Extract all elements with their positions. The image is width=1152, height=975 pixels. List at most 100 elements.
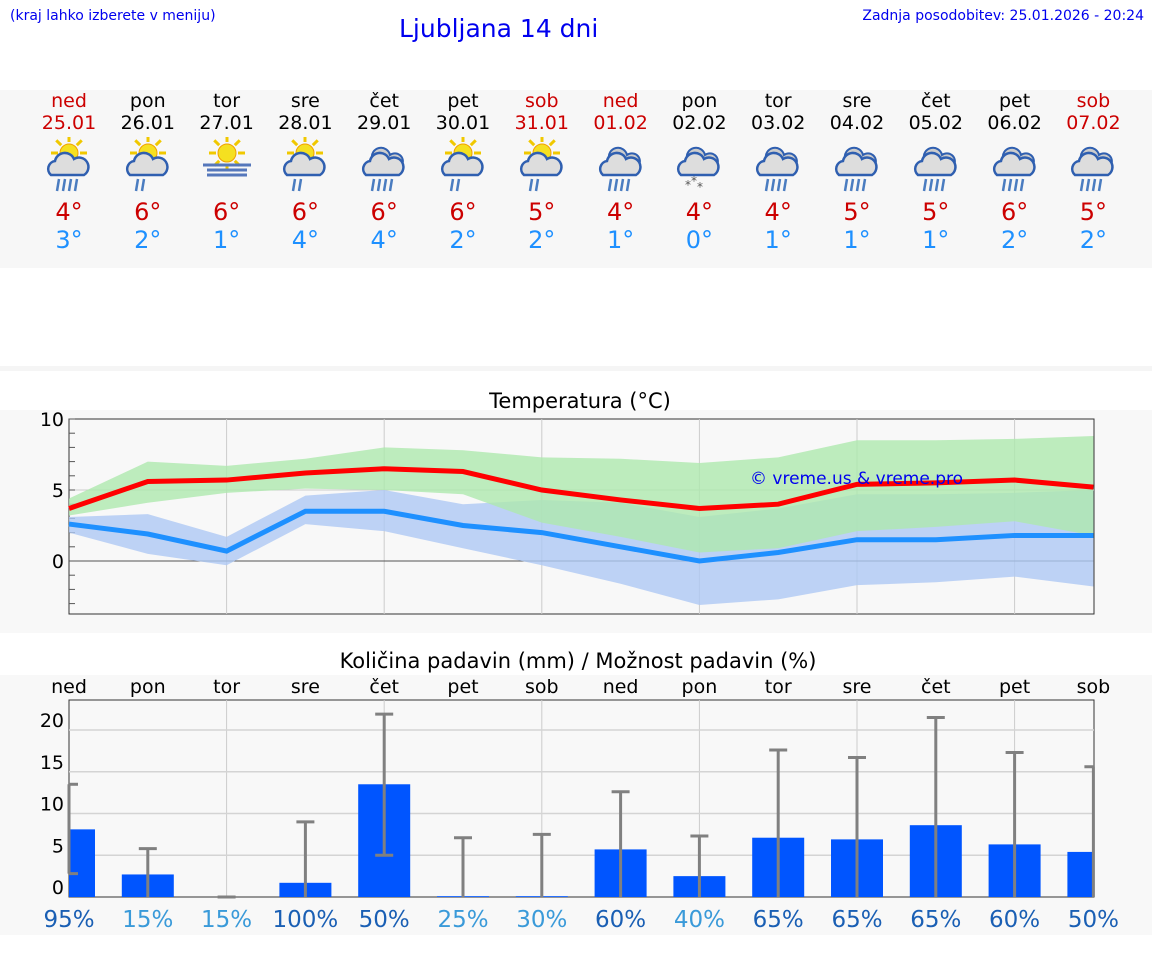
precip-probability: 60%	[595, 907, 646, 933]
precip-probability: 25%	[437, 907, 488, 933]
cloud-rain-icon	[817, 136, 897, 196]
day-column: ned 25.01 4° 3°	[29, 90, 109, 254]
sun-cloud-light-rain-icon	[108, 136, 188, 196]
cloud-rain-icon	[581, 136, 661, 196]
cloud-rain-icon	[896, 136, 976, 196]
daily-forecast-strip	[0, 90, 1152, 268]
svg-text:*: *	[685, 178, 691, 192]
day-date: 01.02	[593, 112, 648, 134]
day-date: 03.02	[750, 112, 806, 134]
day-name: ned	[602, 90, 639, 112]
max-temp: 6°	[449, 198, 477, 226]
sun-fog-icon	[187, 136, 267, 196]
day-name: pet	[998, 90, 1031, 112]
min-temp: 2°	[1079, 226, 1108, 254]
day-column: čet 29.01 6° 4°	[344, 90, 424, 254]
min-temp: 1°	[606, 226, 635, 254]
precip-probability: 15%	[122, 907, 173, 933]
divider	[0, 366, 1152, 371]
precip-probability: 95%	[43, 907, 94, 933]
day-date: 27.01	[199, 112, 254, 134]
day-column: čet 05.02 5° 1°	[896, 90, 976, 254]
location-menu-hint[interactable]: (kraj lahko izberete v meniju)	[10, 8, 216, 24]
min-temp: 2°	[134, 226, 162, 254]
day-name: sob	[525, 90, 559, 112]
day-column: ned 01.02 4° 1°	[581, 90, 661, 254]
day-date: 31.01	[514, 112, 569, 134]
day-name: sre	[290, 90, 320, 112]
precip-bar	[1067, 851, 1094, 897]
precip-probability: 15%	[201, 907, 252, 933]
min-temp: 2°	[1000, 226, 1029, 254]
day-date: 02.02	[672, 112, 727, 134]
day-name: tor	[764, 90, 792, 112]
day-column: sre 04.02 5° 1°	[817, 90, 897, 254]
min-temp: 4°	[291, 226, 320, 254]
precip-day-label: sre	[843, 676, 872, 698]
precip-tick-label: 0	[52, 877, 64, 899]
day-column: pon 02.02 * * * 4° 0°	[659, 90, 739, 254]
precip-bar	[69, 829, 95, 897]
max-temp: 5°	[1079, 198, 1108, 226]
precip-probability: 50%	[359, 907, 410, 933]
day-name: ned	[51, 90, 87, 112]
day-column: pet 06.02 6° 2°	[975, 90, 1055, 254]
min-temp: 3°	[55, 226, 83, 254]
max-temp: 6°	[212, 198, 241, 226]
cloud-snow-icon: * * *	[659, 136, 739, 196]
precip-day-label: tor	[765, 676, 792, 698]
precip-day-label: pet	[447, 676, 478, 698]
max-temp: 4°	[606, 198, 635, 226]
precip-probability: 40%	[674, 907, 725, 933]
precip-day-label: čet	[369, 676, 399, 698]
precip-probability: 65%	[831, 907, 882, 933]
sun-cloud-light-rain-icon	[502, 136, 582, 196]
day-date: 29.01	[356, 112, 412, 134]
precip-tick-label: 20	[40, 710, 64, 732]
precip-day-label: pet	[999, 676, 1030, 698]
day-name: pon	[129, 90, 166, 112]
day-name: čet	[369, 90, 399, 112]
precip-chart-title: Količina padavin (mm) / Možnost padavin …	[340, 649, 817, 673]
svg-text:*: *	[697, 180, 703, 194]
precip-probability: 65%	[753, 907, 804, 933]
temp-plot-frame	[68, 418, 1095, 615]
day-name: sob	[1076, 90, 1111, 112]
day-date: 06.02	[987, 112, 1042, 134]
day-name: pet	[447, 90, 479, 112]
precip-tick-label: 5	[52, 835, 64, 857]
min-temp: 2°	[449, 226, 477, 254]
precip-day-label: tor	[213, 676, 240, 698]
last-updated: Zadnja posodobitev: 25.01.2026 - 20:24	[862, 8, 1144, 24]
min-temp-line	[68, 508, 1094, 564]
max-temp-line	[68, 466, 1094, 511]
max-temp: 6°	[1000, 198, 1029, 226]
day-name: pon	[681, 90, 718, 112]
cloud-rain-icon	[738, 136, 818, 196]
min-temp: 2°	[528, 226, 556, 254]
day-name: čet	[921, 90, 951, 112]
max-temp: 4°	[685, 198, 714, 226]
watermark: © vreme.us & vreme.pro	[750, 469, 963, 489]
precip-probability: 60%	[989, 907, 1040, 933]
day-name: tor	[213, 90, 241, 112]
day-date: 30.01	[435, 112, 491, 134]
day-column: pet 30.01 6° 2°	[423, 90, 503, 254]
cloud-rain-icon	[1053, 136, 1133, 196]
day-column: sob 07.02 5° 2°	[1053, 90, 1133, 254]
sun-cloud-light-rain-icon	[265, 136, 345, 196]
max-temp: 6°	[291, 198, 320, 226]
precip-day-label: ned	[51, 676, 87, 698]
min-temp: 1°	[922, 226, 950, 254]
precip-day-label: sob	[1077, 676, 1111, 698]
max-temp: 4°	[764, 198, 792, 226]
day-date: 07.02	[1066, 112, 1121, 134]
day-column: sre 28.01 6° 4°	[265, 90, 345, 254]
temp-tick-label: 5	[52, 480, 64, 502]
day-date: 04.02	[829, 112, 885, 134]
max-temp: 5°	[843, 198, 871, 226]
max-temp: 5°	[528, 198, 556, 226]
day-column: sob 31.01 5° 2°	[502, 90, 582, 254]
precip-probability: 65%	[910, 907, 961, 933]
min-temp: 1°	[212, 226, 241, 254]
